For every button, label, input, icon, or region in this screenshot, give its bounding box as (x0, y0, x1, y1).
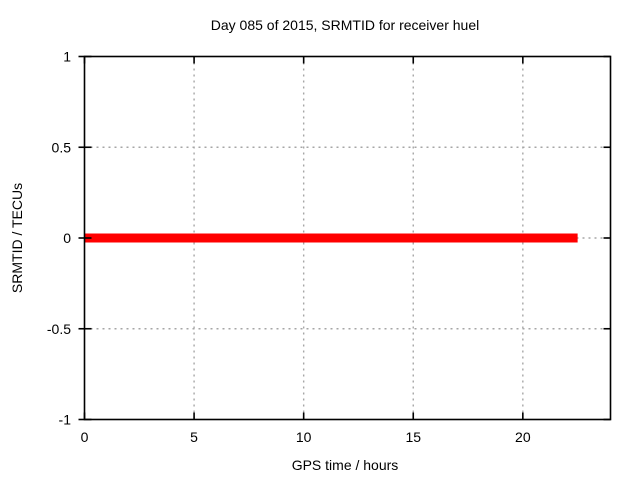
y-tick-label: 1 (63, 49, 71, 65)
y-tick-label: 0.5 (52, 139, 72, 155)
y-tick-label: -1 (59, 412, 72, 428)
x-tick-label: 15 (405, 429, 421, 445)
tick-layer (78, 55, 611, 421)
x-tick-label: 5 (190, 429, 198, 445)
chart-title: Day 085 of 2015, SRMTID for receiver hue… (211, 17, 479, 33)
y-tick-label: 0 (63, 230, 71, 246)
x-tick-label: 0 (81, 429, 89, 445)
x-tick-label: 10 (296, 429, 312, 445)
y-axis-label: SRMTID / TECUs (9, 183, 25, 293)
x-axis-label: GPS time / hours (292, 457, 399, 473)
y-tick-label: -0.5 (47, 321, 71, 337)
x-tick-label: 20 (515, 429, 531, 445)
tick-label-layer: 0 5 10 15 20 -1 -0.5 0 0.5 1 (47, 49, 531, 446)
